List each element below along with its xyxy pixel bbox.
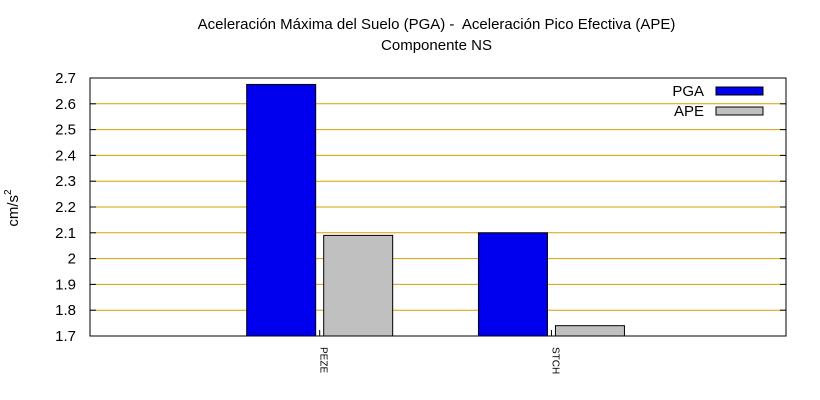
y-axis-label-exponent: 2 [3, 189, 14, 195]
y-tick-label: 2.7 [55, 70, 76, 87]
y-tick-label: 2.3 [55, 173, 76, 190]
bar-pga-stch [477, 232, 548, 337]
y-tick-label: 1.7 [55, 328, 76, 345]
x-tick-label: PEZE [318, 347, 329, 373]
y-tick-label: 2.2 [55, 199, 76, 216]
bar-pga-peze [246, 83, 317, 337]
y-tick-label: 2 [68, 251, 76, 268]
legend: PGA APE [672, 83, 764, 120]
chart-subtitle: Componente NS [381, 37, 492, 54]
y-tick-label: 2.6 [55, 96, 76, 113]
grid-lines [90, 103, 786, 311]
y-tick-label: 2.5 [55, 122, 76, 139]
x-axis: PEZE STCH [318, 330, 560, 374]
y-axis-label: cm/s2 [3, 189, 22, 227]
y-tick-label: 2.1 [55, 225, 76, 242]
legend-swatch [715, 86, 764, 96]
y-axis: 1.7 1.8 1.9 2 2.1 2.2 2.3 2.4 2.5 2.6 2.7 [55, 70, 786, 345]
y-tick-label: 2.4 [55, 147, 76, 164]
bar-ape-stch [554, 325, 625, 337]
y-axis-label-unit: cm/s [5, 195, 22, 227]
bar-ape-peze [323, 234, 394, 337]
y-tick-label: 1.9 [55, 276, 76, 293]
bars [246, 83, 625, 337]
legend-swatch [715, 106, 764, 116]
x-tick-label: STCH [549, 347, 560, 374]
legend-label: PGA [672, 83, 704, 100]
legend-label: APE [674, 103, 704, 120]
chart-title: Aceleración Máxima del Suelo (PGA) - Ace… [197, 16, 676, 33]
y-tick-label: 1.8 [55, 302, 76, 319]
